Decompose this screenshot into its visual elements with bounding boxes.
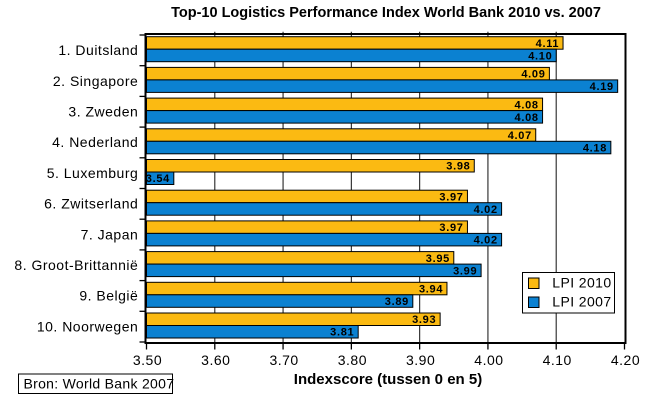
svg-text:7. Japan: 7. Japan — [81, 226, 139, 242]
svg-text:4.07: 4.07 — [508, 130, 532, 142]
svg-text:4.02: 4.02 — [474, 235, 498, 247]
svg-text:3.50: 3.50 — [133, 352, 162, 368]
svg-text:3.89: 3.89 — [385, 296, 409, 308]
svg-text:3.60: 3.60 — [201, 352, 230, 368]
svg-text:4.10: 4.10 — [528, 50, 552, 62]
svg-text:3.81: 3.81 — [330, 327, 354, 339]
svg-text:3.97: 3.97 — [439, 191, 463, 203]
svg-text:4.19: 4.19 — [590, 81, 614, 93]
svg-text:3.93: 3.93 — [412, 314, 436, 326]
svg-text:Top-10 Logistics Performance I: Top-10 Logistics Performance Index World… — [171, 5, 601, 21]
svg-text:2. Singapore: 2. Singapore — [53, 73, 138, 89]
svg-text:4.09: 4.09 — [521, 69, 545, 81]
svg-text:8. Groot-Brittannië: 8. Groot-Brittannië — [14, 257, 138, 273]
svg-text:1. Duitsland: 1. Duitsland — [58, 42, 138, 58]
svg-text:4.11: 4.11 — [536, 38, 560, 50]
svg-text:3.54: 3.54 — [146, 173, 170, 185]
svg-text:LPI 2007: LPI 2007 — [552, 294, 611, 310]
svg-text:3.95: 3.95 — [426, 253, 450, 265]
svg-text:3.99: 3.99 — [453, 265, 477, 277]
svg-text:5. Luxemburg: 5. Luxemburg — [47, 165, 139, 181]
svg-text:4.08: 4.08 — [515, 112, 539, 124]
svg-text:LPI 2010: LPI 2010 — [552, 275, 611, 291]
svg-text:Indexscore (tussen 0 en 5): Indexscore (tussen 0 en 5) — [294, 371, 482, 388]
svg-text:3.97: 3.97 — [439, 222, 463, 234]
svg-text:4. Nederland: 4. Nederland — [52, 134, 138, 150]
svg-text:3.70: 3.70 — [269, 352, 298, 368]
svg-text:4.10: 4.10 — [543, 352, 572, 368]
svg-text:4.08: 4.08 — [515, 99, 539, 111]
svg-text:6. Zwitserland: 6. Zwitserland — [44, 196, 138, 212]
svg-text:3.94: 3.94 — [419, 283, 443, 295]
svg-text:3. Zweden: 3. Zweden — [68, 103, 138, 119]
svg-text:3.98: 3.98 — [446, 161, 470, 173]
svg-text:10. Noorwegen: 10. Noorwegen — [37, 318, 138, 334]
svg-text:3.90: 3.90 — [406, 352, 435, 368]
svg-text:4.18: 4.18 — [583, 142, 607, 154]
svg-text:Bron: World Bank 2007: Bron: World Bank 2007 — [24, 376, 175, 392]
svg-text:9. België: 9. België — [79, 288, 138, 304]
svg-text:4.20: 4.20 — [611, 352, 640, 368]
svg-text:4.02: 4.02 — [474, 204, 498, 216]
svg-text:3.80: 3.80 — [338, 352, 367, 368]
svg-text:4.00: 4.00 — [474, 352, 503, 368]
